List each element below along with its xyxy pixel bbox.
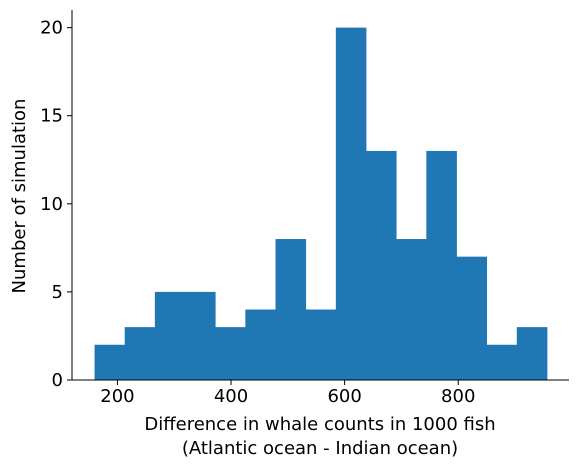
- y-tick-label: 10: [40, 194, 63, 215]
- histogram-bar: [245, 309, 276, 380]
- bars-group: [94, 27, 548, 380]
- histogram-bar: [94, 344, 126, 380]
- x-tick-label: 200: [100, 386, 134, 407]
- x-tick-label: 400: [214, 386, 248, 407]
- histogram-bar: [456, 256, 488, 380]
- histogram-bar: [426, 150, 457, 380]
- histogram-bar: [124, 327, 156, 380]
- histogram-bar: [335, 27, 367, 380]
- histogram-bar: [275, 239, 307, 380]
- y-tick-label: 5: [52, 282, 63, 303]
- y-axis-ticks: 0 5 10 15 20: [40, 18, 72, 391]
- histogram-bar: [305, 309, 337, 380]
- histogram-bar: [396, 239, 427, 380]
- y-tick-label: 15: [40, 106, 63, 127]
- histogram-bar: [185, 291, 216, 380]
- x-axis-title-line2: (Atlantic ocean - Indian ocean): [182, 438, 458, 459]
- x-axis-title-line1: Difference in whale counts in 1000 fish: [144, 414, 495, 435]
- histogram-bar: [365, 150, 397, 380]
- x-tick-label: 600: [327, 386, 361, 407]
- histogram-bar: [215, 327, 246, 380]
- y-tick-label: 20: [40, 18, 63, 39]
- x-axis-ticks: 200 400 600 800: [100, 380, 475, 407]
- histogram-bar: [154, 291, 186, 380]
- histogram-bar: [486, 344, 518, 380]
- y-tick-label: 0: [52, 370, 63, 391]
- histogram-bar: [516, 327, 548, 380]
- x-tick-label: 800: [441, 386, 475, 407]
- y-axis-title: Number of simulation: [9, 99, 30, 294]
